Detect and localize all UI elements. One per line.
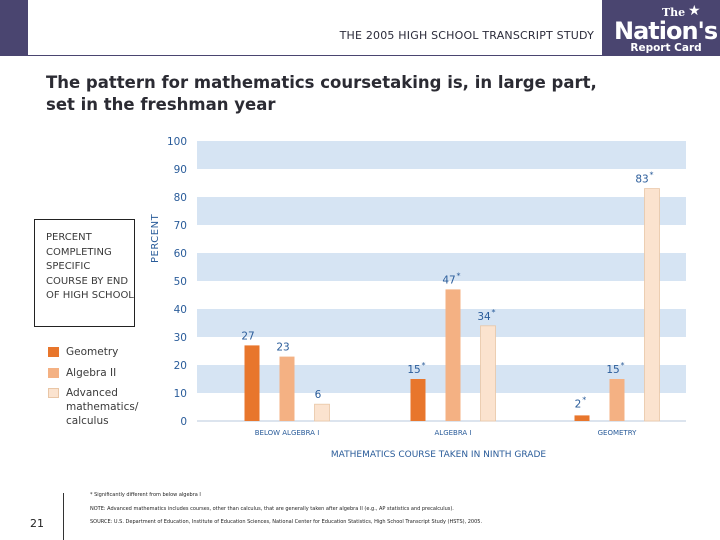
logo-report-card: Report Card [630, 42, 702, 54]
y-tick-label: 70 [174, 220, 187, 232]
logo-nations: Nation's [614, 17, 718, 45]
legend-item-advanced-math: Advanced mathematics/ calculus [48, 386, 156, 428]
legend-label-geometry: Geometry [66, 346, 119, 358]
x-category-label: GEOMETRY [598, 429, 638, 437]
y-tick-label: 40 [174, 304, 187, 316]
y-tick-label: 100 [167, 136, 187, 148]
header-title-panel: THE 2005 HIGH SCHOOL TRANSCRIPT STUDY [28, 0, 602, 55]
bar [644, 188, 660, 422]
gridline-band [197, 309, 686, 337]
data-label: 15 [407, 364, 420, 376]
bar [574, 415, 590, 421]
bar [279, 356, 295, 421]
bar [609, 379, 625, 421]
data-label: 34 [477, 311, 491, 323]
bar [445, 289, 461, 421]
slide-title-line-1: The pattern for mathematics coursetaking… [46, 73, 597, 92]
y-tick-label: 30 [174, 332, 187, 344]
y-tick-label: 60 [174, 248, 187, 260]
header-title: THE 2005 HIGH SCHOOL TRANSCRIPT STUDY [339, 29, 594, 42]
advanced-math-note: NOTE: Advanced mathematics includes cour… [90, 506, 454, 512]
y-tick-label: 20 [174, 360, 187, 372]
slide-title-line-2: set in the freshman year [46, 95, 276, 114]
legend-swatch-algebra-ii [48, 368, 59, 378]
significance-marker: * [492, 308, 496, 317]
footer-divider [63, 493, 64, 540]
bar [314, 403, 330, 422]
bar [410, 379, 426, 421]
y-tick-label: 10 [174, 388, 187, 400]
x-axis-label: MATHEMATICS COURSE TAKEN IN NINTH GRADE [331, 450, 546, 460]
legend-label-algebra-ii: Algebra II [66, 367, 117, 379]
gridline-band [197, 197, 686, 225]
y-tick-label: 90 [174, 164, 187, 176]
legend-swatch-advanced-math [48, 388, 59, 398]
gridline-band [197, 141, 686, 169]
legend-title: PERCENT COMPLETING SPECIFIC COURSE BY EN… [46, 232, 134, 301]
page-number: 21 [30, 517, 44, 530]
bar [480, 325, 496, 422]
data-label: 6 [315, 389, 322, 401]
significance-marker: * [457, 271, 461, 280]
significance-note: * Significantly different from below alg… [90, 492, 201, 498]
legend-swatch-geometry [48, 347, 59, 357]
logo-the: The [662, 6, 686, 19]
data-label: 83 [635, 174, 648, 186]
significance-marker: * [422, 361, 426, 370]
x-category-label: ALGEBRA I [435, 429, 472, 437]
legend-item-geometry: Geometry [48, 345, 156, 359]
data-label: 27 [241, 330, 254, 342]
nations-report-card-logo: The ★ Nation's Report Card [612, 3, 718, 54]
bar [244, 345, 260, 421]
header-bar: THE 2005 HIGH SCHOOL TRANSCRIPT STUDY Th… [0, 0, 720, 56]
x-category-label: BELOW ALGEBRA I [255, 429, 320, 437]
data-label: 23 [276, 342, 289, 354]
significance-marker: * [650, 171, 654, 180]
significance-marker: * [621, 361, 625, 370]
slide-title: The pattern for mathematics coursetaking… [46, 72, 646, 116]
y-tick-label: 80 [174, 192, 187, 204]
y-tick-label: 50 [174, 276, 187, 288]
significance-marker: * [582, 395, 586, 404]
legend-item-algebra-ii: Algebra II [48, 366, 156, 380]
star-icon: ★ [688, 3, 701, 19]
source-note: SOURCE: U.S. Department of Education, In… [90, 519, 483, 525]
y-tick-label: 0 [180, 416, 187, 428]
gridline-band [197, 253, 686, 281]
legend-label-advanced-math: Advanced mathematics/ calculus [66, 387, 139, 427]
data-label: 15 [606, 364, 619, 376]
gridline-band [197, 365, 686, 393]
data-label: 2 [575, 398, 582, 410]
data-label: 47 [442, 274, 455, 286]
legend-title-box: PERCENT COMPLETING SPECIFIC COURSE BY EN… [34, 219, 135, 327]
